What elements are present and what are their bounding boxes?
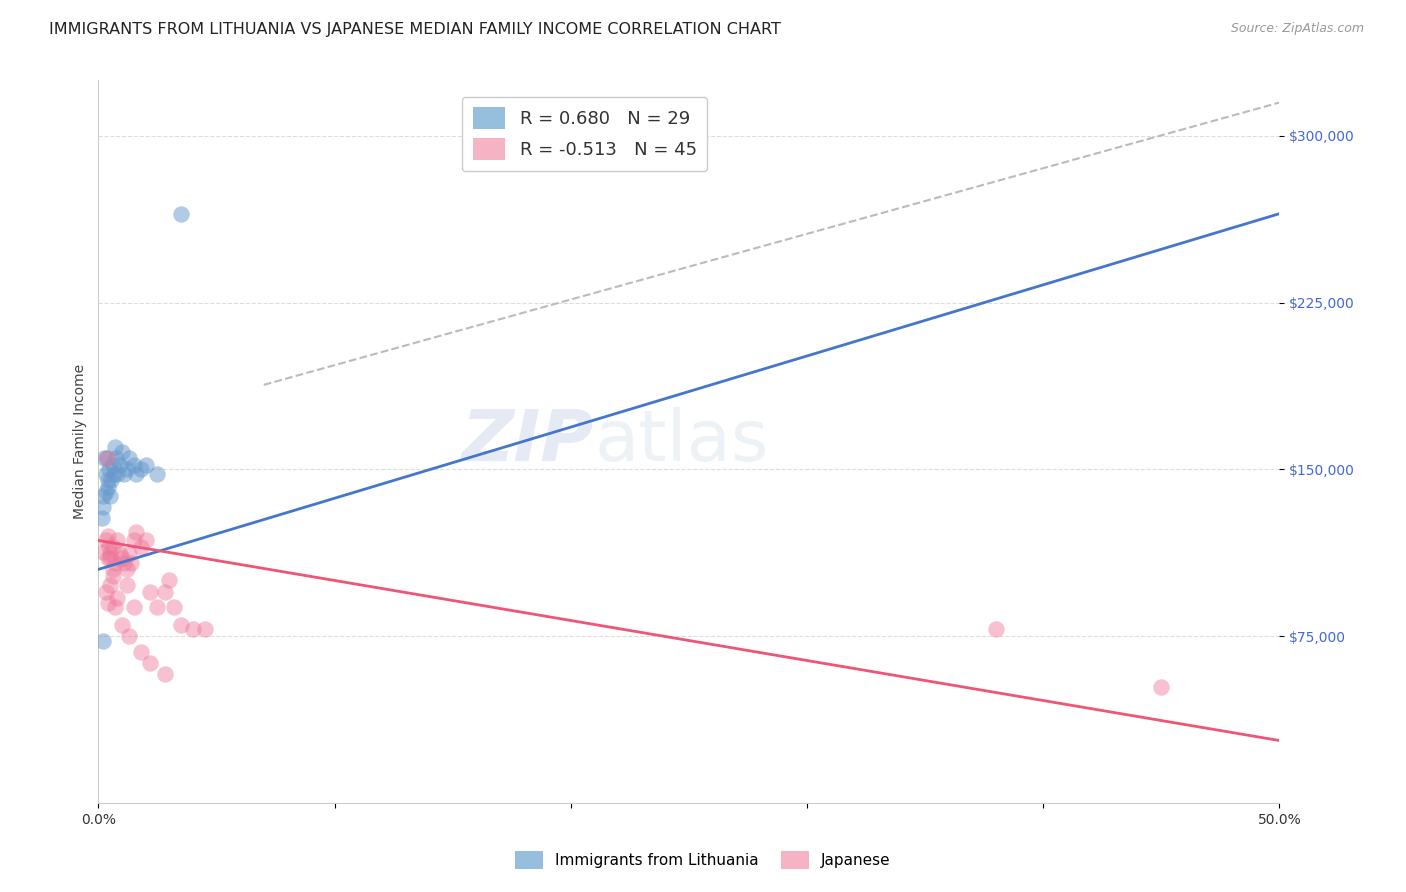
Point [91, 489, 114, 503]
Point [129, 540, 152, 554]
Point [153, 584, 176, 599]
Legend: R = 0.680   N = 29, R = -0.513   N = 45: R = 0.680 N = 29, R = -0.513 N = 45 [461, 96, 707, 171]
Point [170, 618, 193, 632]
Point [93, 451, 115, 466]
Point [98, 540, 121, 554]
Point [101, 569, 124, 583]
Point [129, 645, 152, 659]
Point [111, 551, 134, 566]
Text: Source: ZipAtlas.com: Source: ZipAtlas.com [1230, 22, 1364, 36]
Point [170, 207, 193, 221]
Point [94, 533, 117, 548]
Point [98, 462, 121, 476]
Point [112, 556, 135, 570]
Text: IMMIGRANTS FROM LITHUANIA VS JAPANESE MEDIAN FAMILY INCOME CORRELATION CHART: IMMIGRANTS FROM LITHUANIA VS JAPANESE ME… [49, 22, 782, 37]
Point [115, 562, 138, 576]
Point [111, 618, 134, 632]
Point [163, 600, 186, 615]
Point [104, 556, 127, 570]
Point [98, 578, 121, 592]
Point [108, 458, 131, 472]
Point [121, 556, 143, 570]
Point [101, 540, 124, 554]
Point [101, 562, 124, 576]
Point [139, 656, 162, 670]
Y-axis label: Median Family Income: Median Family Income [73, 364, 87, 519]
Point [105, 533, 128, 548]
Point [103, 467, 125, 481]
Text: atlas: atlas [595, 407, 769, 476]
Point [104, 600, 127, 615]
Point [98, 489, 121, 503]
Point [122, 458, 145, 472]
Point [129, 462, 152, 476]
Point [139, 584, 162, 599]
Point [100, 474, 122, 488]
Point [135, 533, 157, 548]
Point [115, 462, 138, 476]
Point [118, 629, 141, 643]
Point [98, 551, 121, 566]
Point [91, 500, 114, 515]
Point [94, 484, 117, 499]
Point [98, 547, 121, 561]
Point [122, 600, 145, 615]
Point [115, 578, 138, 592]
Point [1150, 680, 1173, 694]
Point [105, 467, 128, 481]
Point [181, 623, 204, 637]
Point [97, 529, 120, 543]
Point [118, 547, 141, 561]
Point [97, 596, 120, 610]
Point [91, 544, 114, 558]
Point [105, 451, 128, 466]
Point [122, 533, 145, 548]
Point [101, 458, 124, 472]
Point [96, 451, 118, 466]
Point [105, 591, 128, 606]
Point [97, 480, 120, 494]
Point [111, 444, 134, 458]
Point [153, 666, 176, 681]
Point [94, 467, 117, 481]
Point [194, 623, 217, 637]
Point [91, 511, 114, 525]
Point [104, 440, 127, 454]
Point [112, 467, 135, 481]
Point [125, 524, 148, 539]
Point [157, 574, 180, 588]
Point [94, 584, 117, 599]
Point [125, 467, 148, 481]
Legend: Immigrants from Lithuania, Japanese: Immigrants from Lithuania, Japanese [509, 845, 897, 875]
Point [135, 458, 157, 472]
Text: ZIP: ZIP [463, 407, 595, 476]
Point [146, 467, 169, 481]
Point [984, 623, 1007, 637]
Point [97, 474, 120, 488]
Point [97, 551, 120, 566]
Point [108, 547, 131, 561]
Point [146, 600, 169, 615]
Point [118, 451, 141, 466]
Point [91, 633, 114, 648]
Point [96, 451, 118, 466]
